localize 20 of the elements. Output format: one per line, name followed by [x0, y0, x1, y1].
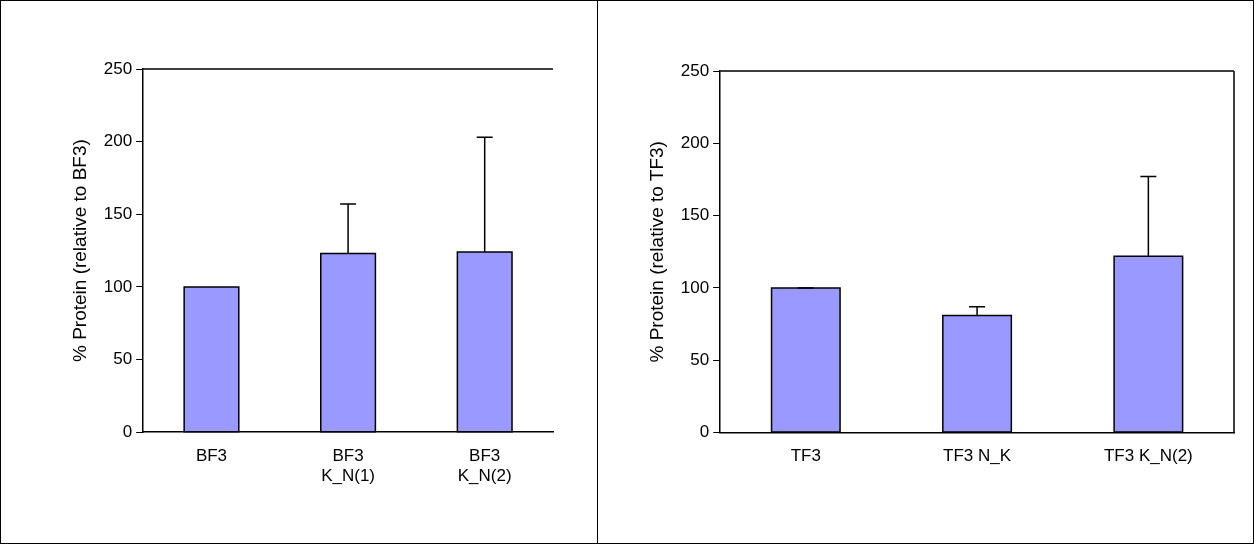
x-tick-label: TF3 K_N(2) — [1103, 446, 1193, 466]
x-tick-label: TF3 — [790, 446, 821, 466]
y-tick-label: 0 — [122, 421, 133, 441]
y-tick-label: 150 — [103, 203, 133, 223]
x-tick-label: BF3 — [195, 446, 228, 466]
y-tick-label: 200 — [103, 131, 133, 151]
x-tick-label: TF3 N_K — [943, 446, 1012, 466]
y-tick-label: 0 — [699, 422, 710, 442]
y-tick-label: 250 — [103, 58, 133, 78]
y-tick-label: 250 — [680, 60, 710, 80]
y-tick-label: 200 — [680, 133, 710, 153]
y-tick-label: 150 — [680, 205, 710, 225]
y-tick-label: 50 — [690, 349, 710, 369]
y-tick-label: 50 — [113, 349, 133, 369]
y-tick-label: 100 — [103, 276, 133, 296]
x-tick-label: BF3 K_N(1) — [321, 446, 376, 486]
x-tick-label: BF3 K_N(2) — [457, 446, 512, 486]
y-axis-title: % Protein (relative to BF3) — [68, 139, 90, 363]
y-tick-label: 100 — [680, 277, 710, 297]
y-axis-title: % Protein (relative to TF3) — [645, 141, 667, 363]
